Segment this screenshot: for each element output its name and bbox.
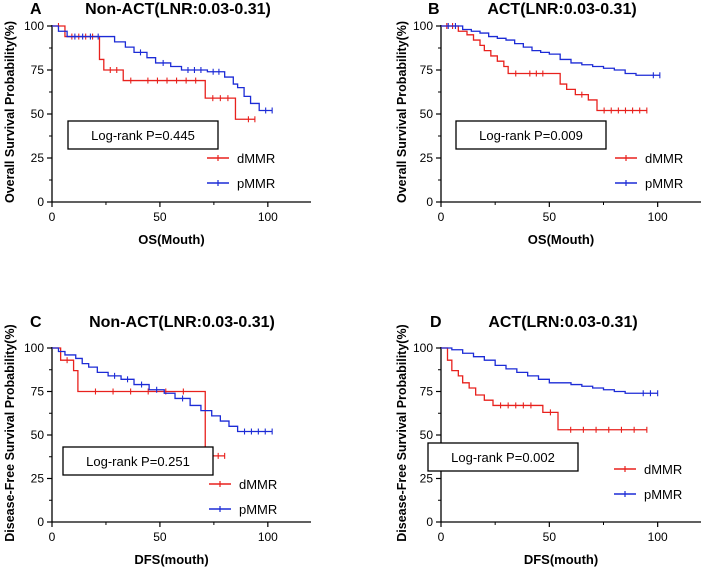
- y-tick-label: 100: [413, 341, 433, 355]
- y-tick-label: 75: [31, 63, 45, 77]
- y-tick-label: 50: [31, 428, 45, 442]
- legend-label-pmmr: pMMR: [237, 176, 275, 191]
- series-pmmr-curve: [52, 347, 273, 433]
- series-dmmr-curve: [441, 25, 647, 112]
- y-tick-label: 100: [413, 19, 433, 33]
- x-axis-label: OS(Mouth): [138, 232, 204, 247]
- x-tick-label: 50: [153, 210, 167, 224]
- chart-title: ACT(LNR:0.03-0.31): [487, 1, 636, 18]
- series-pmmr-curve: [441, 347, 658, 394]
- x-tick-label: 0: [438, 530, 445, 544]
- legend-label-dmmr: dMMR: [644, 462, 682, 477]
- x-tick-label: 0: [438, 210, 445, 224]
- y-tick-label: 50: [31, 107, 45, 121]
- legend-label-dmmr: dMMR: [645, 151, 683, 166]
- x-tick-label: 0: [49, 530, 56, 544]
- x-axis-label: DFS(mouth): [524, 552, 598, 567]
- y-tick-label: 25: [420, 151, 434, 165]
- y-tick-label: 25: [31, 472, 45, 486]
- chart-title: Non-ACT(LNR:0.03-0.31): [89, 314, 275, 331]
- y-tick-label: 25: [420, 472, 434, 486]
- legend-label-pmmr: pMMR: [645, 176, 683, 191]
- annotation-box: [427, 442, 579, 472]
- y-tick-label: 75: [420, 63, 434, 77]
- x-tick-label: 50: [153, 530, 167, 544]
- panel-letter: C: [30, 314, 42, 331]
- y-tick-label: 75: [31, 385, 45, 399]
- panel-a: A Non-ACT(LNR:0.03-0.31) 0 25 50 75 100 0 50 100 O…: [3, 1, 311, 247]
- panel-letter: B: [428, 1, 440, 18]
- legend-label-pmmr: pMMR: [644, 487, 682, 502]
- x-tick-label: 100: [258, 210, 278, 224]
- x-tick-label: 100: [648, 530, 668, 544]
- y-tick-label: 50: [420, 107, 434, 121]
- log-rank-annotation: Log-rank P=0.009: [479, 128, 583, 143]
- y-tick-label: 0: [37, 515, 44, 529]
- x-tick-label: 50: [543, 530, 557, 544]
- y-tick-label: 0: [426, 515, 433, 529]
- x-tick-label: 50: [543, 210, 557, 224]
- x-tick-label: 0: [49, 210, 56, 224]
- series-pmmr-curve: [52, 25, 273, 112]
- panel-b: B ACT(LNR:0.03-0.31) 0 25 50 75 100 0 50 100 OS(Mo…: [395, 1, 701, 247]
- annotation-box: [455, 120, 607, 150]
- x-axis-label: DFS(mouth): [134, 552, 208, 567]
- y-tick-label: 0: [426, 195, 433, 209]
- y-tick-label: 25: [31, 151, 45, 165]
- legend-label-dmmr: dMMR: [239, 477, 277, 492]
- chart-title: Non-ACT(LNR:0.03-0.31): [85, 1, 271, 18]
- log-rank-annotation: Log-rank P=0.251: [86, 454, 190, 469]
- y-tick-label: 100: [24, 19, 44, 33]
- annotation-box: [62, 446, 214, 476]
- y-tick-label: 75: [420, 385, 434, 399]
- x-tick-label: 100: [648, 210, 668, 224]
- y-axis-label: Disease-Free Survival Probability(%): [3, 324, 17, 541]
- chart-title: ACT(LRN:0.03-0.31): [488, 314, 637, 331]
- y-axis-label: Overall Survival Probability(%): [395, 21, 409, 203]
- log-rank-annotation: Log-rank P=0.445: [91, 128, 195, 143]
- x-axis-label: OS(Mouth): [528, 232, 594, 247]
- series-dmmr-curve: [441, 347, 647, 431]
- y-tick-label: 50: [420, 428, 434, 442]
- legend-label-dmmr: dMMR: [237, 151, 275, 166]
- panel-c: C Non-ACT(LNR:0.03-0.31) 0 25 50 75 100 0 50 100 D…: [3, 314, 311, 567]
- y-axis-label: Disease-Free Survival Probability(%): [395, 324, 409, 541]
- x-tick-label: 100: [258, 530, 278, 544]
- log-rank-annotation: Log-rank P=0.002: [451, 450, 555, 465]
- y-tick-label: 100: [24, 341, 44, 355]
- panel-d: D ACT(LRN:0.03-0.31) 0 25 50 75 100 0 50 100 DFS(m…: [395, 314, 701, 567]
- panel-letter: D: [430, 314, 442, 331]
- series-dmmr-curve: [52, 347, 225, 457]
- annotation-box: [67, 120, 219, 150]
- series-pmmr-curve: [441, 25, 660, 76]
- y-axis-label: Overall Survival Probability(%): [3, 21, 17, 203]
- legend-label-pmmr: pMMR: [239, 502, 277, 517]
- panel-letter: A: [30, 1, 42, 18]
- y-tick-label: 0: [37, 195, 44, 209]
